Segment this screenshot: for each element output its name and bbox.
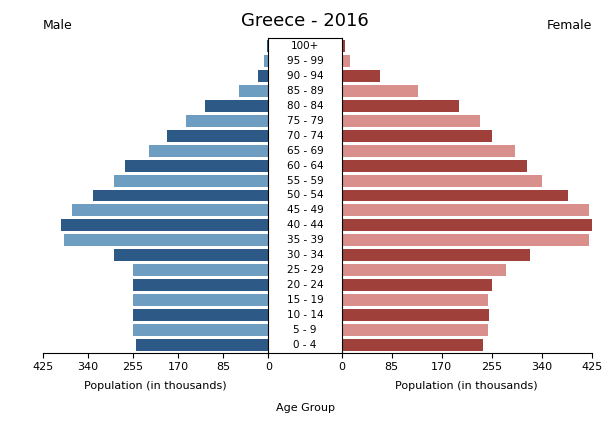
Bar: [342, 324, 487, 336]
Text: Female: Female: [547, 19, 592, 32]
Bar: [342, 219, 592, 232]
Text: Greece - 2016: Greece - 2016: [241, 12, 369, 30]
Text: 60 - 64: 60 - 64: [287, 161, 323, 170]
Bar: [61, 219, 268, 232]
Bar: [239, 85, 268, 96]
Bar: [342, 115, 480, 127]
Bar: [342, 264, 506, 276]
X-axis label: Population (in thousands): Population (in thousands): [395, 381, 538, 391]
X-axis label: Population (in thousands): Population (in thousands): [84, 381, 227, 391]
Bar: [342, 70, 380, 82]
Bar: [342, 309, 489, 321]
Bar: [342, 204, 589, 216]
Bar: [133, 279, 268, 292]
Bar: [342, 175, 542, 187]
Text: Male: Male: [43, 19, 73, 32]
Bar: [72, 204, 268, 216]
Bar: [342, 85, 418, 96]
Bar: [342, 130, 492, 142]
Text: 95 - 99: 95 - 99: [287, 56, 323, 66]
Text: 5 - 9: 5 - 9: [293, 325, 317, 335]
Bar: [342, 159, 527, 172]
Bar: [133, 309, 268, 321]
Bar: [64, 235, 268, 246]
Bar: [342, 279, 492, 292]
Bar: [342, 249, 530, 261]
Bar: [125, 159, 268, 172]
Text: Age Group: Age Group: [276, 403, 334, 413]
Bar: [342, 99, 459, 112]
Bar: [186, 115, 268, 127]
Text: 80 - 84: 80 - 84: [287, 101, 323, 110]
Bar: [93, 190, 268, 201]
Text: 15 - 19: 15 - 19: [287, 295, 323, 305]
Bar: [135, 339, 268, 351]
Bar: [133, 295, 268, 306]
Text: 90 - 94: 90 - 94: [287, 71, 323, 81]
Bar: [342, 235, 589, 246]
Text: 0 - 4: 0 - 4: [293, 340, 317, 350]
Bar: [264, 55, 268, 67]
Text: 65 - 69: 65 - 69: [287, 146, 323, 156]
Bar: [115, 175, 268, 187]
Bar: [342, 190, 568, 201]
Bar: [115, 249, 268, 261]
Text: 50 - 54: 50 - 54: [287, 190, 323, 201]
Text: 85 - 89: 85 - 89: [287, 86, 323, 96]
Text: 55 - 59: 55 - 59: [287, 176, 323, 186]
Bar: [342, 144, 515, 156]
Bar: [342, 40, 345, 52]
Text: 25 - 29: 25 - 29: [287, 265, 323, 275]
Bar: [342, 55, 350, 67]
Bar: [258, 70, 268, 82]
Bar: [342, 295, 487, 306]
Text: 75 - 79: 75 - 79: [287, 116, 323, 126]
Bar: [205, 99, 268, 112]
Text: 10 - 14: 10 - 14: [287, 310, 323, 320]
Text: 20 - 24: 20 - 24: [287, 280, 323, 290]
Text: 30 - 34: 30 - 34: [287, 250, 323, 261]
Text: 45 - 49: 45 - 49: [287, 205, 323, 215]
Bar: [133, 324, 268, 336]
Text: 70 - 74: 70 - 74: [287, 130, 323, 141]
Text: 35 - 39: 35 - 39: [287, 235, 323, 245]
Bar: [267, 40, 268, 52]
Text: 40 - 44: 40 - 44: [287, 221, 323, 230]
Bar: [133, 264, 268, 276]
Bar: [342, 339, 483, 351]
Bar: [149, 144, 268, 156]
Bar: [168, 130, 268, 142]
Text: 100+: 100+: [291, 41, 319, 51]
